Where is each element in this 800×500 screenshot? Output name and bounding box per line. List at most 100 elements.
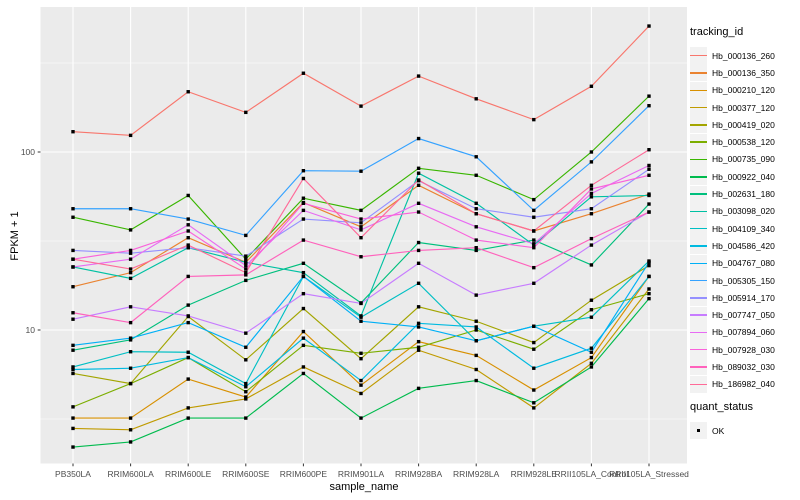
data-point xyxy=(532,347,536,351)
data-point xyxy=(359,255,363,259)
data-point xyxy=(244,270,248,275)
data-point xyxy=(186,223,190,227)
data-point xyxy=(128,248,133,253)
data-point xyxy=(128,366,133,370)
data-point xyxy=(71,365,75,369)
data-point xyxy=(416,240,421,245)
data-point xyxy=(359,378,363,383)
data-point xyxy=(589,191,594,196)
data-point xyxy=(128,381,133,386)
legend-item: Hb_000136_260 xyxy=(690,47,798,65)
data-point xyxy=(359,236,363,240)
data-point xyxy=(647,167,651,171)
legend-item-label: Hb_000377_120 xyxy=(712,102,775,113)
legend-title-quant-status: quant_status xyxy=(690,400,753,413)
data-point xyxy=(244,278,248,283)
legend-item-label: Hb_004767_080 xyxy=(712,258,775,269)
data-point xyxy=(128,305,133,309)
data-point xyxy=(647,263,651,268)
data-point xyxy=(474,367,478,372)
legend-item: Hb_004109_340 xyxy=(690,220,798,238)
legend-key-line-icon xyxy=(690,47,707,65)
legend-key-line-icon xyxy=(690,150,707,168)
data-point xyxy=(416,136,421,141)
data-point xyxy=(647,148,651,152)
data-point xyxy=(359,416,363,420)
data-point xyxy=(244,267,248,271)
legend-key-line-icon xyxy=(690,168,707,186)
data-point xyxy=(244,381,248,386)
data-point xyxy=(359,319,363,323)
legend-item-label: Hb_004586_420 xyxy=(712,240,775,251)
legend-key-line-icon xyxy=(690,375,707,393)
data-point xyxy=(647,94,651,98)
data-point xyxy=(359,383,363,387)
data-point xyxy=(359,301,363,306)
data-point xyxy=(532,229,536,233)
legend-item: Hb_002631_180 xyxy=(690,185,798,203)
data-point xyxy=(301,291,306,296)
data-point xyxy=(416,178,421,182)
legend-key-line-icon xyxy=(690,81,707,99)
data-point xyxy=(589,243,594,247)
data-point xyxy=(186,303,190,307)
x-tick-label: RRIM901LA xyxy=(338,469,385,479)
data-point xyxy=(186,90,190,94)
legend-item: Hb_000922_040 xyxy=(690,168,798,186)
data-point xyxy=(301,217,306,221)
data-point xyxy=(474,173,478,177)
data-point xyxy=(186,274,190,279)
legend-item: Hb_000538_120 xyxy=(690,133,798,151)
y-tick-label: 100 xyxy=(21,147,35,157)
data-point xyxy=(301,196,306,200)
data-point xyxy=(416,171,421,175)
legend-item-label: Hb_000735_090 xyxy=(712,154,775,165)
data-point xyxy=(474,293,478,297)
data-point xyxy=(474,207,478,211)
x-tick-label: RRIM928LA xyxy=(453,469,500,479)
legend-item-label: OK xyxy=(712,425,725,436)
legend-item-label: Hb_003098_020 xyxy=(712,206,775,217)
data-point xyxy=(301,343,306,348)
data-point xyxy=(474,248,478,253)
data-point xyxy=(301,71,306,75)
data-point xyxy=(647,104,651,108)
legend-item-label: Hb_000922_040 xyxy=(712,171,775,182)
data-point xyxy=(647,173,651,177)
data-point xyxy=(647,291,651,296)
legend-item: Hb_003098_020 xyxy=(690,202,798,220)
data-point xyxy=(128,251,133,255)
legend-key-line-icon xyxy=(690,272,707,289)
legend-item-label: Hb_002631_180 xyxy=(712,189,775,200)
legend-item-label: Hb_007747_050 xyxy=(712,310,775,321)
data-point xyxy=(647,24,651,28)
data-point xyxy=(186,245,190,250)
data-point xyxy=(128,440,133,444)
data-point xyxy=(244,263,248,268)
data-point xyxy=(416,183,421,188)
data-point xyxy=(301,176,306,181)
data-point xyxy=(647,202,651,206)
data-point xyxy=(647,274,651,279)
data-point xyxy=(128,228,133,232)
data-point xyxy=(589,150,594,154)
data-point xyxy=(416,321,421,326)
data-point xyxy=(589,361,594,366)
data-point xyxy=(128,267,133,271)
data-point xyxy=(71,367,75,372)
legend-key-line-icon xyxy=(690,185,707,203)
data-point xyxy=(589,212,594,216)
legend-key-line-icon xyxy=(690,323,707,341)
x-tick-label: RRIM928BA xyxy=(395,469,443,479)
data-point xyxy=(416,261,421,265)
legend-item-label: Hb_000419_020 xyxy=(712,119,775,130)
data-point xyxy=(359,228,363,232)
data-point xyxy=(128,207,133,211)
data-point xyxy=(186,193,190,198)
legend-key-line-icon xyxy=(690,116,707,134)
data-point xyxy=(71,248,75,253)
data-point xyxy=(474,339,478,343)
legend-item-label: Hb_004109_340 xyxy=(712,223,775,234)
data-point xyxy=(244,233,248,238)
data-point xyxy=(301,329,306,334)
